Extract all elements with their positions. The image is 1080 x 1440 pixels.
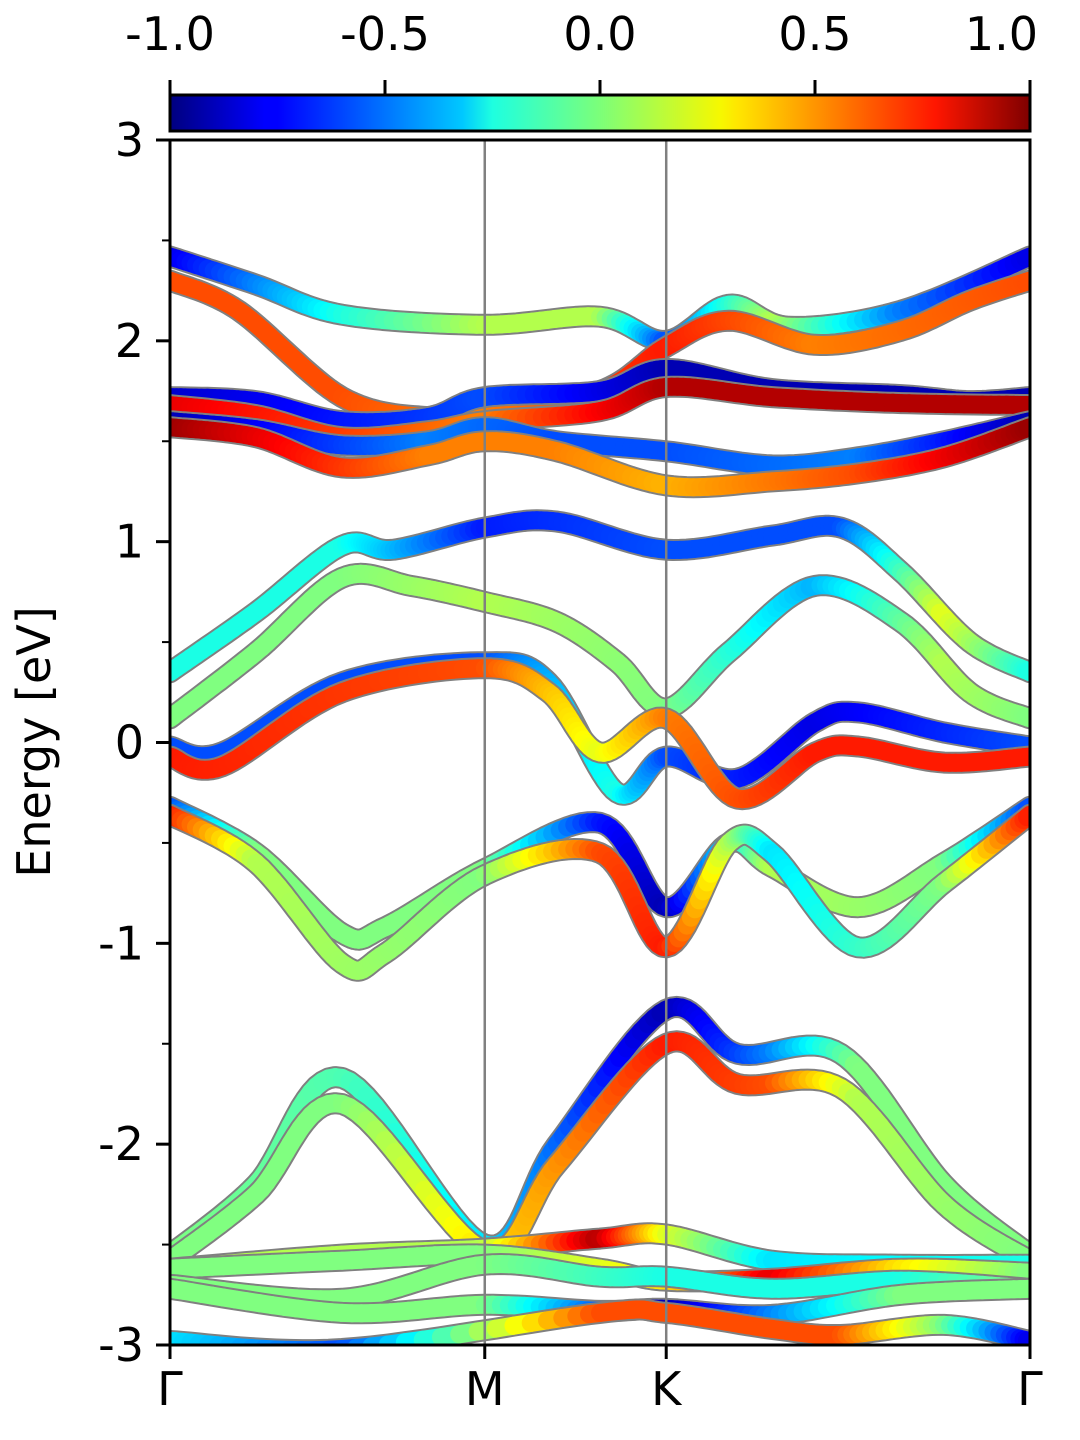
y-tick-label: -1 <box>98 916 144 970</box>
colorbar-tick-label: 0.5 <box>778 7 851 61</box>
band-segment <box>255 1339 284 1345</box>
x-tick-label: M <box>465 1362 505 1416</box>
y-tick-label: -2 <box>98 1117 144 1171</box>
colorbar-tick-label: -0.5 <box>340 7 430 61</box>
band-1 <box>170 245 1030 352</box>
band-segment <box>333 1338 365 1345</box>
band-19 <box>170 1298 1030 1345</box>
colorbar-tick-label: 1.0 <box>965 7 1038 61</box>
band-segment <box>231 1338 260 1345</box>
y-axis-title: Energy [eV] <box>7 606 61 877</box>
colorbar-tick-label: 0.0 <box>563 7 636 61</box>
band-segment <box>243 1339 272 1345</box>
y-tick-label: 1 <box>115 515 144 569</box>
band-lines <box>170 245 1030 1345</box>
band-segment <box>347 1337 381 1345</box>
colorbar-ticks: -1.0 -0.5 0.0 0.5 1.0 <box>125 7 1038 95</box>
y-tick-label: 2 <box>115 314 144 368</box>
y-tick-label: 3 <box>115 113 144 167</box>
y-tick-label: 0 <box>115 716 144 770</box>
band-10 <box>170 657 1030 811</box>
band-12 <box>170 803 1030 982</box>
band-14 <box>170 1030 1030 1272</box>
colorbar: -1.0 -0.5 0.0 0.5 1.0 <box>125 7 1038 133</box>
y-tick-label: -3 <box>98 1318 144 1372</box>
y-axis: 3 2 1 0 -1 -2 -3 <box>98 113 170 1372</box>
x-tick-label: K <box>651 1362 683 1416</box>
colorbar-gradient <box>168 93 1032 133</box>
x-tick-label: Γ <box>157 1362 183 1416</box>
band-7 <box>170 509 1030 684</box>
band-segment <box>320 1340 351 1345</box>
x-tick-label: Γ <box>1017 1362 1043 1416</box>
band-6 <box>170 416 1030 499</box>
high-symmetry-lines <box>483 140 668 1345</box>
colorbar-tick-label: -1.0 <box>125 7 215 61</box>
